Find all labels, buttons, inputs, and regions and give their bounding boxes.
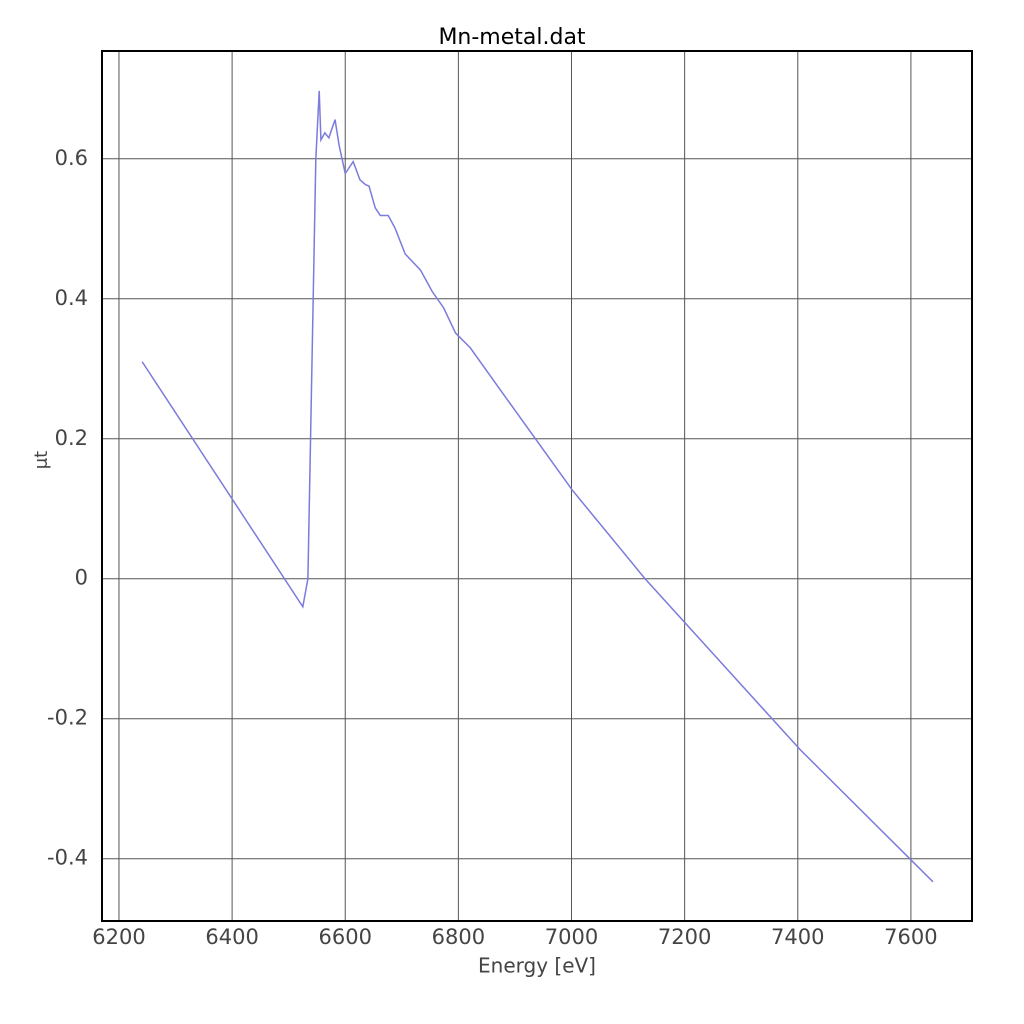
y-tick-label: 0	[75, 566, 88, 590]
x-tick-label: 6200	[92, 925, 145, 949]
x-axis-label: Energy [eV]	[478, 954, 596, 978]
y-tick-label: 0.4	[55, 286, 88, 310]
y-tick-label: -0.2	[47, 706, 88, 730]
x-tick-label: 7400	[771, 925, 824, 949]
x-tick-label: 6400	[205, 925, 258, 949]
chart-title: Mn-metal.dat	[438, 25, 585, 50]
x-tick-label: 7000	[545, 925, 598, 949]
y-axis-label: μt	[31, 451, 52, 470]
x-tick-label: 7600	[884, 925, 937, 949]
y-tick-label: 0.2	[55, 426, 88, 450]
y-tick-label: -0.4	[47, 846, 88, 870]
data-line	[141, 90, 934, 883]
x-tick-label: 6800	[432, 925, 485, 949]
x-tick-label: 6600	[319, 925, 372, 949]
y-tick-label: 0.6	[55, 146, 88, 170]
x-tick-label: 7200	[658, 925, 711, 949]
plot-frame	[101, 50, 973, 922]
